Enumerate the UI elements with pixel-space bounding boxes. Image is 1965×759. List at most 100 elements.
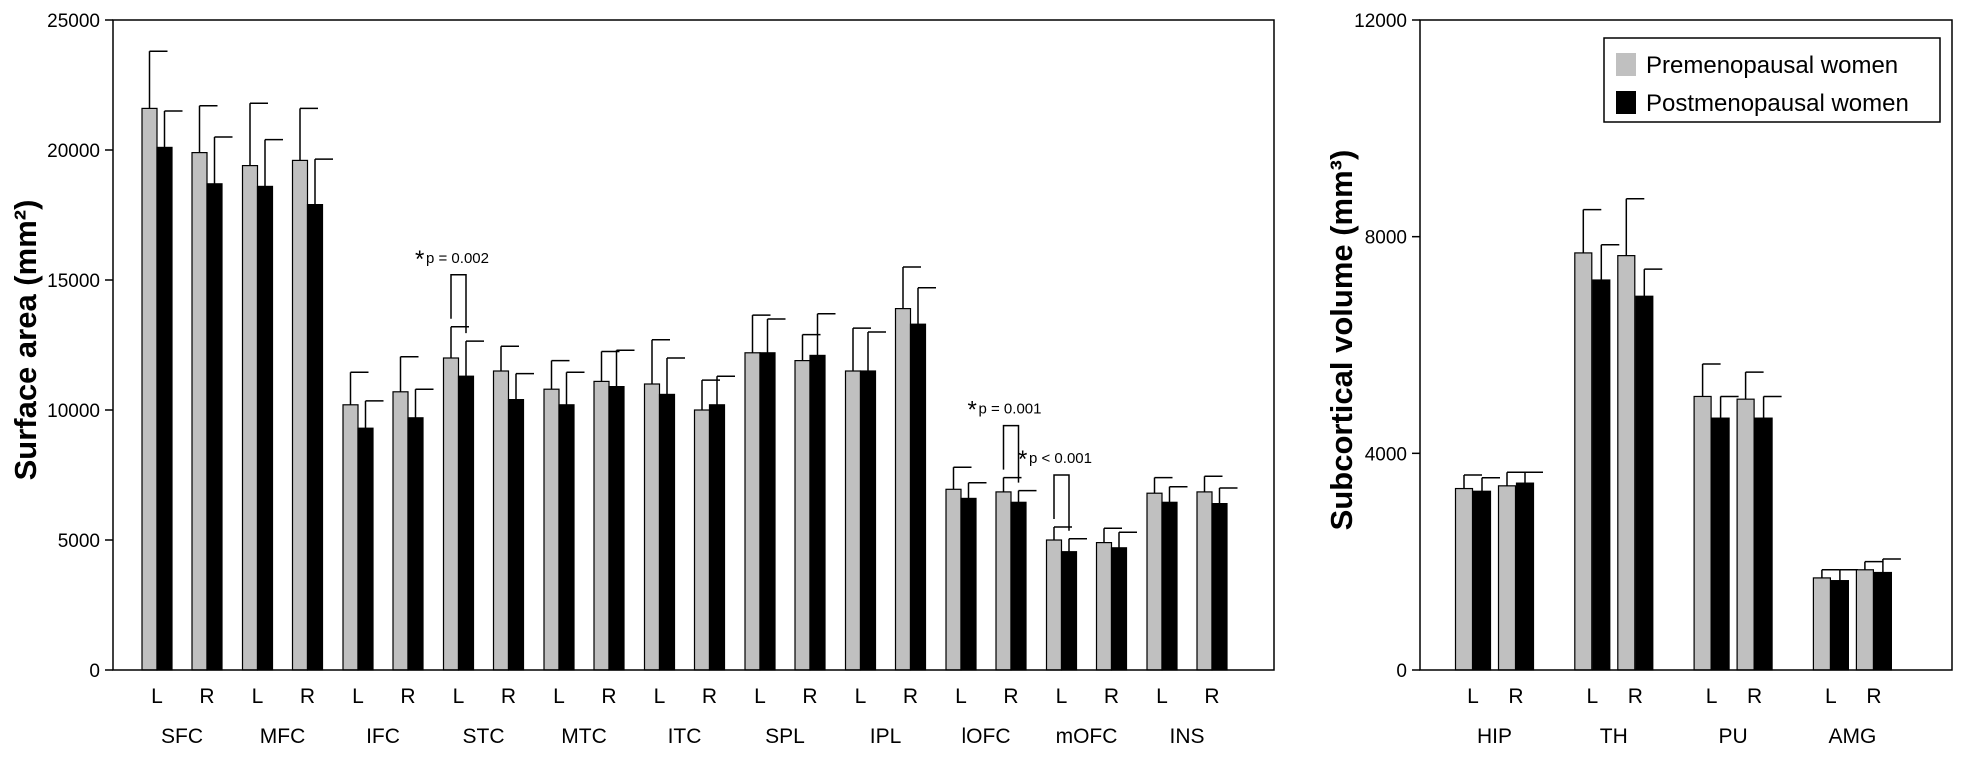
x-side-label: L [1056, 685, 1068, 708]
significance-bracket [1053, 474, 1070, 531]
bar-th-r-premenopausal [1617, 255, 1636, 671]
bar-ins-l-postmenopausal [1161, 501, 1178, 671]
bar-ins-r-postmenopausal [1211, 503, 1228, 671]
bar-pu-r-premenopausal [1736, 398, 1755, 671]
bar-mtc-l-premenopausal [543, 388, 560, 671]
bar-mfc-l-postmenopausal [256, 185, 274, 671]
bar-ipl-l-postmenopausal [859, 370, 877, 671]
bar-spl-r-premenopausal [794, 360, 811, 671]
bar-mtc-r-postmenopausal [608, 386, 625, 671]
x-group-label-lofc: lOFC [962, 725, 1011, 748]
surface-area-y-label: Surface area (mm²) [8, 200, 43, 481]
x-side-label: R [702, 685, 717, 708]
x-side-label: L [352, 685, 364, 708]
surface-area-y-tick-label: 0 [89, 661, 100, 682]
bar-mfc-l-premenopausal [241, 165, 259, 671]
significance-star: * [415, 246, 424, 273]
bar-ipl-r-postmenopausal [909, 323, 927, 671]
subcortical-volume-chart: Subcortical volume (mm³) 0 4000 8000 12000 L… [1324, 11, 1953, 748]
x-side-label: L [1825, 685, 1837, 708]
surface-area-y-tick-label: 10000 [47, 401, 100, 422]
bar-ipl-l-premenopausal [844, 370, 862, 671]
x-side-label: R [903, 685, 918, 708]
x-group-label-spl: SPL [765, 725, 805, 748]
x-side-label: L [754, 685, 766, 708]
x-side-label: R [1628, 685, 1643, 708]
bar-th-r-postmenopausal [1635, 295, 1654, 671]
legend-box [1603, 37, 1941, 123]
x-side-label: R [1003, 685, 1018, 708]
bar-mofc-r-premenopausal [1095, 541, 1113, 671]
legend-swatch-postmenopausal [1616, 91, 1636, 114]
bar-hip-r-postmenopausal [1515, 482, 1535, 671]
legend: Premenopausal women Postmenopausal women [1603, 37, 1941, 123]
significance-star: * [968, 397, 977, 424]
bar-itc-r-postmenopausal [708, 404, 726, 671]
bar-lofc-r-postmenopausal [1010, 501, 1027, 671]
surface-area-y-tick-label: 20000 [47, 141, 100, 162]
x-side-label: R [501, 685, 516, 708]
bar-mtc-l-postmenopausal [558, 404, 575, 671]
significance-bracket [1002, 424, 1020, 483]
bar-mofc-l-postmenopausal [1060, 551, 1078, 671]
bar-spl-l-premenopausal [744, 352, 761, 671]
x-side-label: R [300, 685, 315, 708]
subcortical-y-tick-label: 12000 [1354, 11, 1407, 32]
significance-label: p = 0.001 [979, 401, 1042, 418]
bar-lofc-l-postmenopausal [960, 497, 977, 671]
x-group-label-mofc: mOFC [1056, 725, 1118, 748]
surface-area-y-tick-label: 25000 [47, 11, 100, 32]
subcortical-volume-plot-frame [1419, 19, 1953, 671]
bar-hip-l-premenopausal [1454, 487, 1474, 671]
bar-ifc-r-premenopausal [392, 391, 409, 671]
bar-amg-r-premenopausal [1855, 569, 1875, 671]
bar-itc-r-premenopausal [693, 409, 711, 671]
bar-stc-l-premenopausal [442, 357, 460, 671]
bar-pu-r-postmenopausal [1754, 417, 1773, 671]
bar-hip-r-premenopausal [1497, 485, 1517, 671]
x-group-label-th: TH [1600, 725, 1628, 748]
bar-stc-r-premenopausal [492, 370, 510, 671]
x-group-label-mtc: MTC [561, 725, 607, 748]
bar-ifc-l-postmenopausal [357, 427, 374, 671]
bar-spl-l-postmenopausal [759, 352, 776, 671]
surface-area-y-tick-label: 15000 [47, 271, 100, 292]
bar-sfc-l-postmenopausal [156, 146, 173, 671]
x-side-label: L [252, 685, 264, 708]
bar-amg-l-premenopausal [1812, 577, 1832, 671]
legend-label-postmenopausal: Postmenopausal women [1646, 90, 1909, 117]
x-side-label: L [855, 685, 867, 708]
x-group-label-mfc: MFC [260, 725, 306, 748]
bar-stc-r-postmenopausal [507, 399, 525, 671]
bar-ifc-l-premenopausal [342, 404, 359, 671]
x-group-label-stc: STC [463, 725, 505, 748]
bar-hip-l-postmenopausal [1472, 490, 1492, 671]
bar-mtc-r-premenopausal [593, 380, 610, 671]
bar-sfc-r-postmenopausal [206, 183, 223, 671]
x-side-label: R [601, 685, 616, 708]
bar-pu-l-postmenopausal [1711, 417, 1730, 671]
x-group-label-ipl: IPL [870, 725, 902, 748]
bar-lofc-l-premenopausal [945, 488, 962, 671]
x-side-label: R [1204, 685, 1219, 708]
significance-star: * [1018, 446, 1027, 473]
surface-area-plot-frame [112, 19, 1275, 671]
x-side-label: L [151, 685, 163, 708]
x-side-label: R [400, 685, 415, 708]
x-side-label: L [654, 685, 666, 708]
significance-label: p = 0.002 [426, 250, 489, 267]
subcortical-y-tick-label: 8000 [1365, 228, 1407, 249]
x-side-label: R [802, 685, 817, 708]
bar-lofc-r-premenopausal [995, 491, 1012, 671]
x-group-label-ifc: IFC [366, 725, 400, 748]
bar-spl-r-postmenopausal [809, 354, 826, 671]
x-group-label-pu: PU [1719, 725, 1748, 748]
bar-ipl-r-premenopausal [894, 308, 912, 671]
significance-label: p < 0.001 [1029, 450, 1092, 467]
x-side-label: R [1508, 685, 1523, 708]
bar-th-l-premenopausal [1574, 252, 1593, 671]
x-side-label: L [1706, 685, 1718, 708]
subcortical-y-tick-label: 4000 [1365, 444, 1407, 465]
subcortical-y-tick-label: 0 [1396, 661, 1407, 682]
